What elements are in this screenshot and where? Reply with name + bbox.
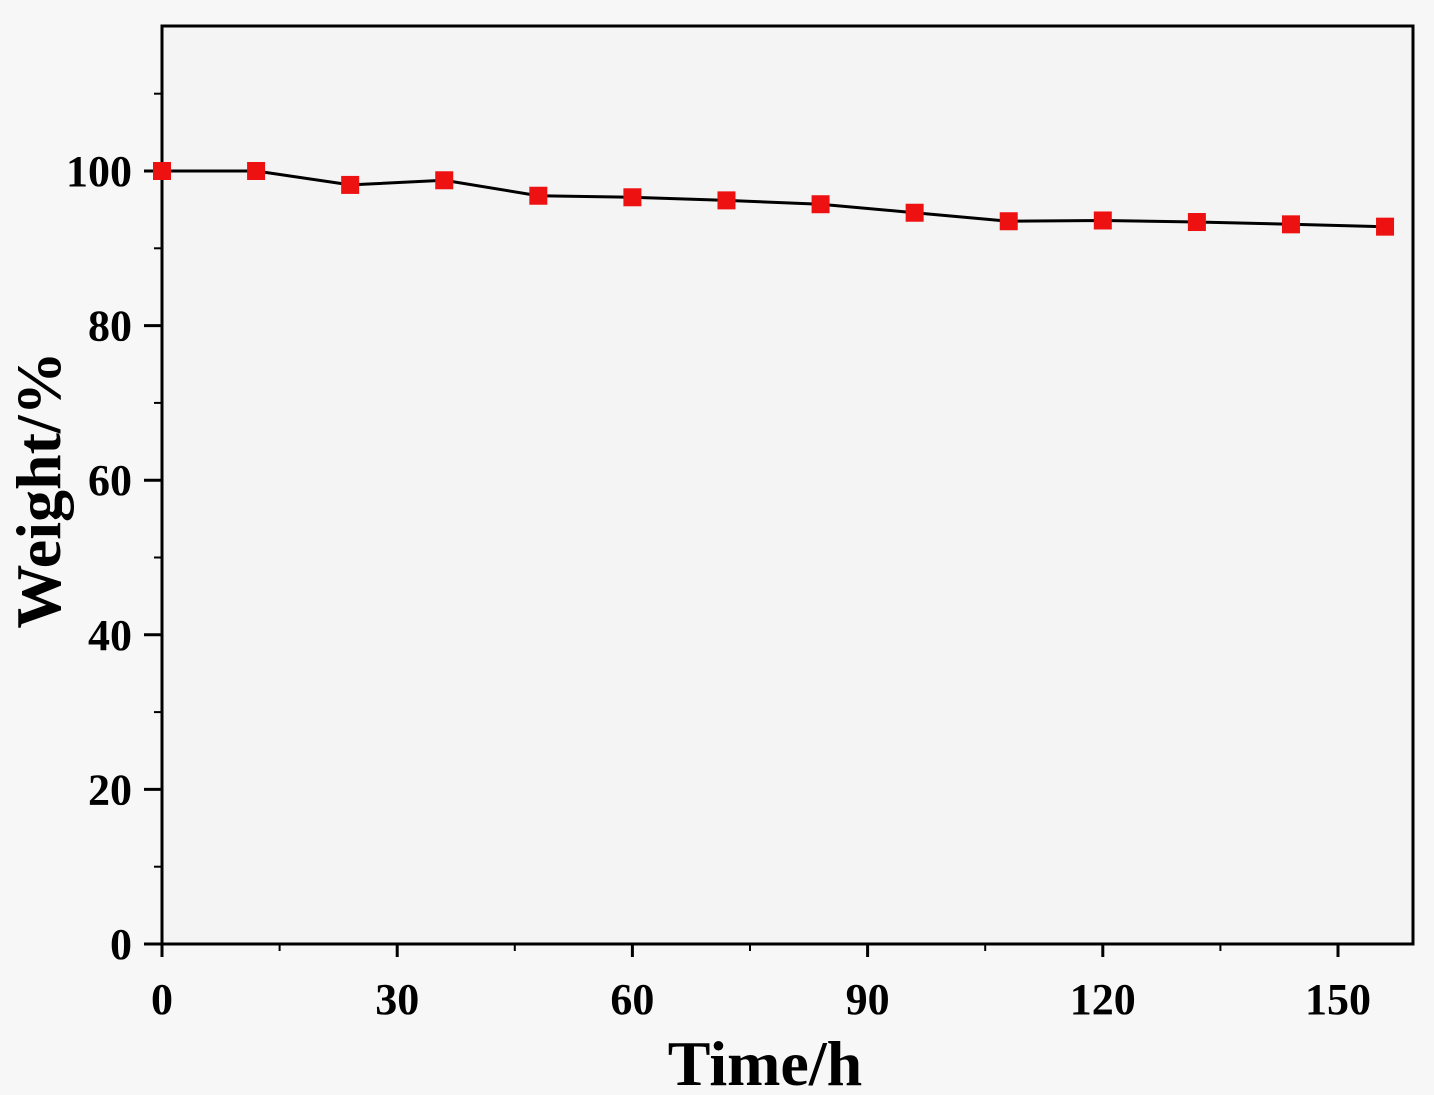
x-tick-label: 150 xyxy=(1305,975,1371,1024)
data-point-marker xyxy=(905,203,924,222)
x-tick-label: 120 xyxy=(1070,975,1136,1024)
y-tick-label: 60 xyxy=(88,456,132,505)
axes: 0 30 60 90 120 150 0 20 40 60 80 100 xyxy=(66,92,1371,1024)
y-tick-label: 0 xyxy=(110,920,132,969)
data-point-marker xyxy=(435,171,454,190)
y-tick-label: 20 xyxy=(88,765,132,814)
data-point-marker xyxy=(811,195,830,214)
data-point-marker xyxy=(1281,215,1300,234)
data-point-marker xyxy=(999,212,1018,231)
data-point-marker xyxy=(247,162,266,180)
series-layer xyxy=(153,162,1395,236)
data-point-marker xyxy=(1093,211,1112,230)
data-point-marker xyxy=(341,175,360,194)
y-axis-title: Weight/% xyxy=(3,351,74,628)
x-axis-title: Time/h xyxy=(668,1028,862,1095)
y-tick-label: 80 xyxy=(88,302,132,351)
data-point-marker xyxy=(717,191,736,210)
data-point-marker xyxy=(153,162,171,180)
x-tick-label: 60 xyxy=(610,975,654,1024)
data-point-marker xyxy=(1376,217,1395,236)
plot-frame xyxy=(160,24,1415,946)
y-tick-label: 100 xyxy=(66,147,132,196)
data-point-marker xyxy=(623,188,642,207)
data-point-marker xyxy=(1187,213,1206,232)
x-tick-label: 90 xyxy=(846,975,890,1024)
x-tick-label: 30 xyxy=(375,975,419,1024)
x-tick-label: 0 xyxy=(151,975,173,1024)
data-point-marker xyxy=(529,186,548,205)
y-tick-label: 40 xyxy=(88,611,132,660)
series-line xyxy=(162,169,1386,229)
